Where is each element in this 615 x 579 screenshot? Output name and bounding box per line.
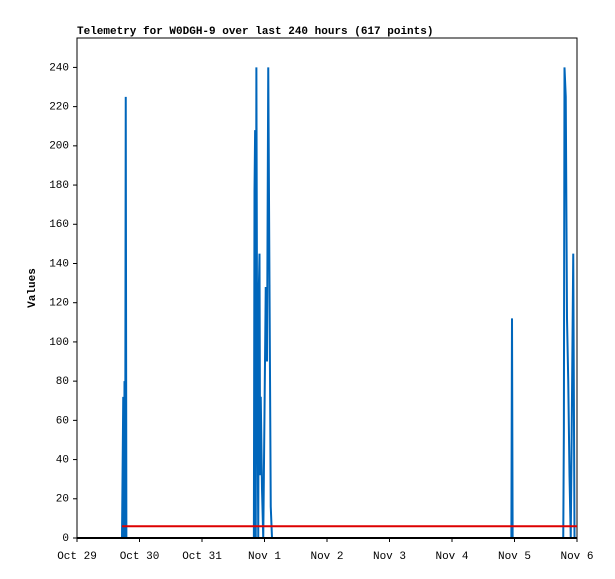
plot-frame [76,37,578,539]
y-tick-label: 100 [49,337,69,349]
y-tick-label: 240 [49,62,69,74]
data-line [121,67,576,539]
x-tick-label: Nov 1 [248,551,281,563]
y-tick-label: 40 [56,454,69,466]
y-tick-label: 140 [49,258,69,270]
x-tick-label: Nov 5 [498,551,531,563]
x-tick-label: Nov 2 [310,551,343,563]
y-tick-label: 120 [49,298,69,310]
x-tick-label: Oct 31 [182,551,222,563]
x-tick-label: Oct 30 [120,551,160,563]
y-tick-label: 80 [56,376,69,388]
x-tick-label: Nov 3 [373,551,406,563]
chart-title: Telemetry for W0DGH-9 over last 240 hour… [77,26,433,38]
y-tick-label: 180 [49,180,69,192]
y-tick-label: 200 [49,141,69,153]
x-tick-label: Nov 6 [560,551,593,563]
y-tick-label: 60 [56,415,69,427]
y-tick-label: 160 [49,219,69,231]
y-tick-label: 20 [56,494,69,506]
x-tick-label: Nov 4 [435,551,468,563]
y-axis-label: Values [27,268,39,308]
x-tick-label: Oct 29 [57,551,97,563]
y-tick-label: 220 [49,102,69,114]
y-tick-label: 0 [62,533,69,545]
